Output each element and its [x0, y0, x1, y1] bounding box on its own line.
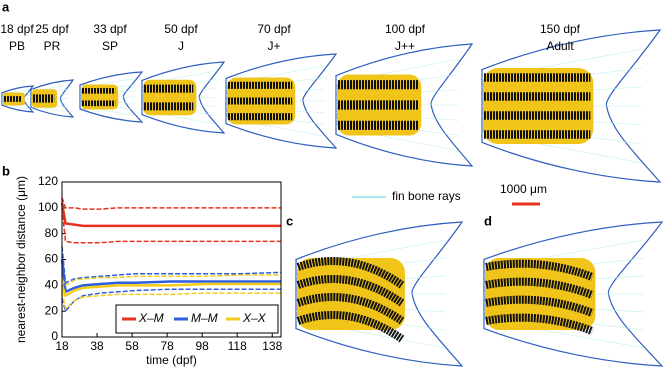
stage-label: J+: [267, 39, 280, 53]
melanophore-stripe: [296, 311, 405, 343]
series-band: [61, 291, 281, 311]
stage-label: PB: [9, 39, 25, 53]
panel-label: d: [484, 213, 492, 228]
y-tick-label: 100: [38, 200, 58, 214]
y-axis-label: nearest-neighbor distance (μm): [14, 176, 28, 343]
scale-label: 1000 μm: [500, 182, 547, 196]
melanophore-stripe: [296, 293, 405, 325]
melanophore-stripe: [485, 259, 594, 281]
pigment-region: [32, 89, 58, 108]
stage-label: SP: [102, 39, 118, 53]
y-tick-label: 0: [51, 329, 58, 343]
stage-age: 25 dpf: [35, 22, 69, 36]
series-line: [60, 202, 281, 228]
y-tick-label: 120: [38, 174, 58, 188]
y-tick-label: 60: [45, 252, 59, 266]
plot-frame: [61, 181, 282, 338]
melanophore-stripe: [485, 313, 594, 335]
x-tick-label: 78: [160, 339, 174, 353]
legend-label: X–M: [138, 311, 164, 325]
melanophore-stripe: [296, 257, 405, 289]
y-tick-label: 20: [45, 303, 59, 317]
series-line: [60, 282, 281, 298]
stage-label: Adult: [546, 39, 574, 53]
legend-label: M–M: [191, 311, 218, 325]
melanophore-stripe: [485, 295, 594, 317]
x-tick-label: 38: [90, 339, 104, 353]
stage-age: 33 dpf: [93, 22, 127, 36]
series-band: [61, 274, 281, 287]
x-tick-label: 98: [195, 339, 209, 353]
rays-legend: fin bone rays: [392, 189, 461, 203]
x-tick-label: 118: [228, 339, 247, 353]
y-tick-label: 40: [45, 278, 59, 292]
series-line: [60, 259, 281, 294]
melanophore-stripe: [296, 275, 405, 307]
stage-label: J++: [395, 39, 415, 53]
series-band: [61, 207, 281, 244]
panel-label: b: [2, 163, 10, 178]
legend-label: X–X: [242, 311, 267, 325]
stage-age: 150 dpf: [540, 22, 581, 36]
pigment-region: [81, 84, 119, 110]
pigment-region: [297, 258, 405, 330]
x-tick-label: 138: [262, 339, 282, 353]
y-tick-label: 80: [45, 226, 59, 240]
stage-age: 18 dpf: [0, 22, 34, 36]
pigment-region: [337, 74, 422, 136]
panel-label: a: [2, 0, 10, 14]
plot: 0 20 40 60 80 100 120 18 38 58 78 98 118 138 time (dpf…: [14, 174, 282, 367]
series-band: [61, 246, 282, 284]
fish-drawings: [1, 29, 664, 367]
stage-label: J: [178, 39, 184, 53]
panel-label: c: [286, 213, 293, 228]
melanophore-stripe: [485, 277, 594, 299]
series-band: [61, 197, 281, 210]
legend-box: [115, 304, 279, 334]
x-axis-label: time (dpf): [146, 353, 197, 367]
pigment-region: [485, 258, 596, 330]
x-tick-label: 58: [125, 339, 139, 353]
pigment-region: [483, 68, 594, 144]
stage-age: 50 dpf: [164, 22, 198, 36]
stage-label: PR: [44, 39, 61, 53]
x-tick-label: 18: [55, 339, 69, 353]
stage-age: 100 dpf: [385, 22, 426, 36]
stage-age: 70 dpf: [257, 22, 291, 36]
